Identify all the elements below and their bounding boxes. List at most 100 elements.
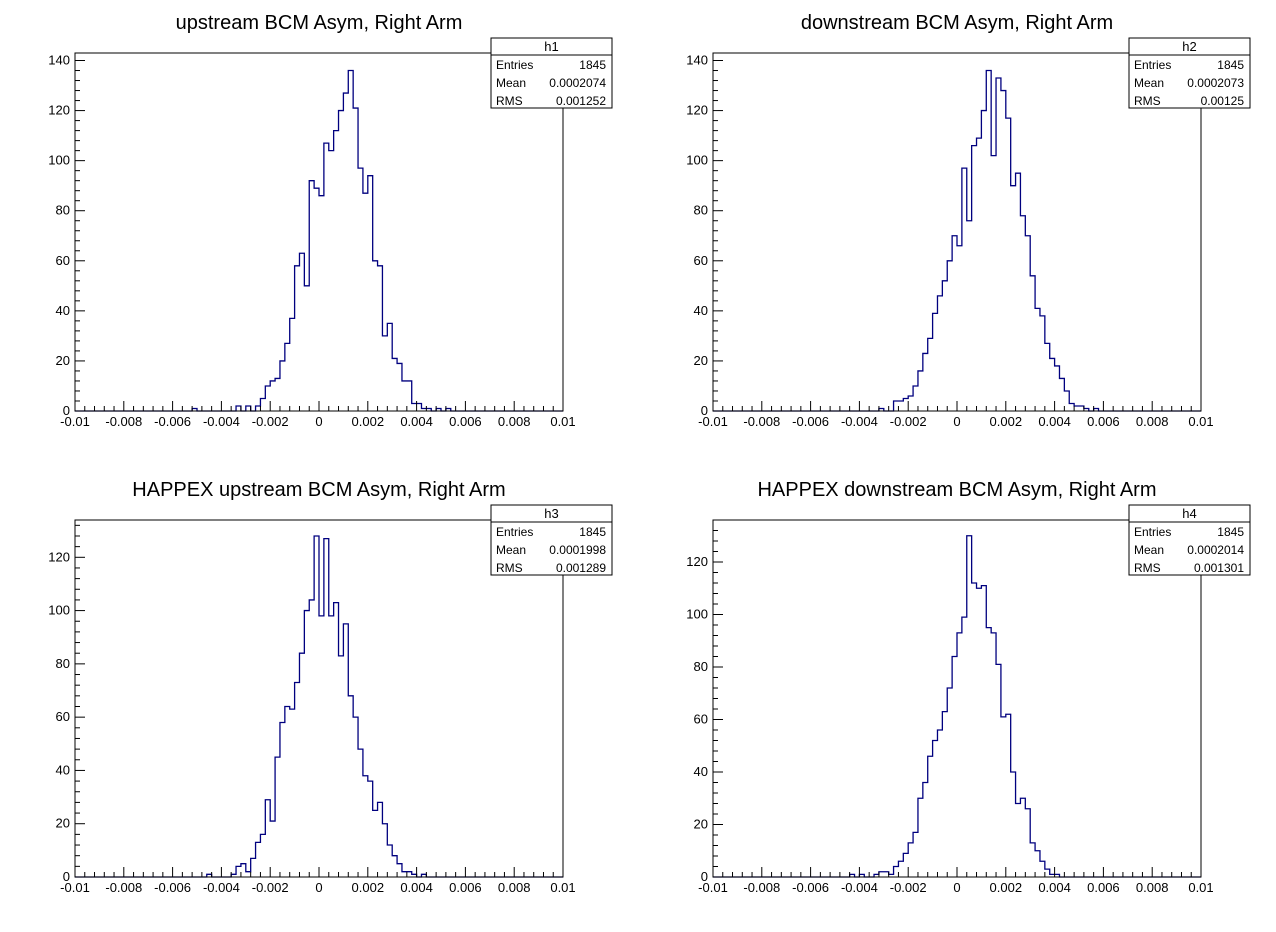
x-tick-label: -0.01 bbox=[698, 414, 728, 429]
y-tick-label: 40 bbox=[56, 303, 70, 318]
x-tick-label: 0.008 bbox=[1136, 880, 1169, 895]
x-tick-label: 0.01 bbox=[550, 880, 575, 895]
x-tick-label: -0.006 bbox=[792, 880, 829, 895]
stats-label: Mean bbox=[496, 543, 526, 557]
stats-value: 0.0002074 bbox=[549, 76, 606, 90]
x-tick-label: -0.002 bbox=[890, 880, 927, 895]
y-tick-label: 80 bbox=[56, 203, 70, 218]
y-tick-label: 80 bbox=[694, 659, 708, 674]
x-tick-label: -0.01 bbox=[60, 414, 90, 429]
x-tick-label: 0.006 bbox=[1087, 414, 1120, 429]
stats-box-frame bbox=[1128, 37, 1251, 109]
stats-value: 0.00125 bbox=[1201, 94, 1245, 108]
stats-value: 0.0001998 bbox=[549, 543, 606, 557]
stats-label: Entries bbox=[496, 58, 533, 72]
stats-box: h2 Entries 1845 Mean 0.0002073 RMS 0.00125 bbox=[1128, 37, 1251, 109]
x-tick-label: -0.008 bbox=[743, 880, 780, 895]
y-tick-label: 20 bbox=[694, 353, 708, 368]
y-tick-label: 40 bbox=[56, 762, 70, 777]
x-tick-label: 0.004 bbox=[1038, 880, 1071, 895]
histogram-series bbox=[713, 535, 1201, 878]
x-tick-label: -0.008 bbox=[105, 880, 142, 895]
x-tick-label: -0.006 bbox=[154, 880, 191, 895]
y-tick-label: 20 bbox=[694, 817, 708, 832]
x-tick-label: 0 bbox=[315, 880, 322, 895]
x-tick-label: 0 bbox=[315, 414, 322, 429]
stats-box: h3 Entries 1845 Mean 0.0001998 RMS 0.001289 bbox=[490, 504, 613, 576]
x-tick-label: 0.008 bbox=[498, 880, 531, 895]
stats-box-frame bbox=[490, 504, 613, 576]
y-tick-label: 60 bbox=[694, 253, 708, 268]
stats-value: 0.0002073 bbox=[1187, 76, 1244, 90]
x-tick-label: 0.008 bbox=[498, 414, 531, 429]
stats-label: Entries bbox=[496, 525, 533, 539]
y-tick-label: 100 bbox=[48, 603, 70, 618]
stats-name: h1 bbox=[544, 39, 558, 54]
x-tick-label: -0.006 bbox=[792, 414, 829, 429]
x-tick-label: 0.004 bbox=[1038, 414, 1071, 429]
stats-value: 1845 bbox=[1217, 58, 1244, 72]
y-tick-label: 60 bbox=[694, 712, 708, 727]
y-tick-label: 40 bbox=[694, 303, 708, 318]
chart-title: HAPPEX downstream BCM Asym, Right Arm bbox=[757, 479, 1156, 501]
stats-label: RMS bbox=[496, 561, 523, 575]
stats-value: 1845 bbox=[579, 525, 606, 539]
x-tick-label: -0.004 bbox=[203, 414, 240, 429]
x-tick-label: -0.002 bbox=[252, 414, 289, 429]
plot-frame bbox=[712, 519, 1202, 878]
y-tick-label: 0 bbox=[701, 403, 708, 418]
y-tick-label: 140 bbox=[48, 53, 70, 68]
y-tick-label: 20 bbox=[56, 816, 70, 831]
y-tick-label: 120 bbox=[686, 554, 708, 569]
y-tick-label: 120 bbox=[686, 103, 708, 118]
stats-label: Mean bbox=[496, 76, 526, 90]
x-tick-label: 0.002 bbox=[990, 414, 1023, 429]
x-tick-label: 0.006 bbox=[1087, 880, 1120, 895]
y-tick-label: 0 bbox=[63, 869, 70, 884]
x-tick-label: -0.01 bbox=[698, 880, 728, 895]
x-tick-label: -0.006 bbox=[154, 414, 191, 429]
stats-label: RMS bbox=[1134, 561, 1161, 575]
x-tick-label: -0.008 bbox=[743, 414, 780, 429]
histogram-pad-1: upstream BCM Asym, Right Arm-0.01 -0.008-… bbox=[48, 12, 613, 429]
stats-value: 0.001252 bbox=[556, 94, 606, 108]
x-tick-label: 0.004 bbox=[400, 880, 433, 895]
y-tick-label: 100 bbox=[686, 153, 708, 168]
stats-box-frame bbox=[490, 37, 613, 109]
y-tick-label: 140 bbox=[686, 53, 708, 68]
y-tick-label: 0 bbox=[701, 869, 708, 884]
y-tick-label: 40 bbox=[694, 764, 708, 779]
chart-title: HAPPEX upstream BCM Asym, Right Arm bbox=[132, 479, 505, 501]
x-tick-label: 0.002 bbox=[352, 880, 385, 895]
stats-name: h3 bbox=[544, 506, 558, 521]
stats-name: h4 bbox=[1182, 506, 1196, 521]
stats-value: 0.001301 bbox=[1194, 561, 1244, 575]
chart-title: upstream BCM Asym, Right Arm bbox=[176, 12, 463, 34]
x-tick-label: 0.006 bbox=[449, 880, 482, 895]
x-tick-label: -0.008 bbox=[105, 414, 142, 429]
y-tick-label: 80 bbox=[56, 656, 70, 671]
stats-value: 1845 bbox=[579, 58, 606, 72]
x-tick-label: -0.002 bbox=[252, 880, 289, 895]
stats-label: Mean bbox=[1134, 543, 1164, 557]
histogram-pad-2: downstream BCM Asym, Right Arm -0.01 -0.00… bbox=[686, 12, 1251, 429]
x-tick-label: 0 bbox=[953, 880, 960, 895]
histogram-pad-4: HAPPEX downstream BCM Asym, Right Arm -0.… bbox=[686, 479, 1251, 895]
stats-label: Entries bbox=[1134, 58, 1171, 72]
plot-frame bbox=[74, 52, 564, 412]
y-tick-label: 20 bbox=[56, 353, 70, 368]
histogram-pad-3: HAPPEX upstream BCM Asym, Right Arm -0.01… bbox=[48, 479, 613, 895]
x-tick-label: -0.004 bbox=[841, 880, 878, 895]
y-tick-label: 0 bbox=[63, 403, 70, 418]
stats-value: 0.001289 bbox=[556, 561, 606, 575]
x-tick-label: -0.004 bbox=[203, 880, 240, 895]
histogram-series bbox=[713, 69, 1201, 412]
y-tick-label: 120 bbox=[48, 549, 70, 564]
y-tick-label: 60 bbox=[56, 253, 70, 268]
stats-label: Mean bbox=[1134, 76, 1164, 90]
x-tick-label: -0.004 bbox=[841, 414, 878, 429]
stats-label: RMS bbox=[496, 94, 523, 108]
y-tick-label: 60 bbox=[56, 709, 70, 724]
x-tick-label: 0.006 bbox=[449, 414, 482, 429]
